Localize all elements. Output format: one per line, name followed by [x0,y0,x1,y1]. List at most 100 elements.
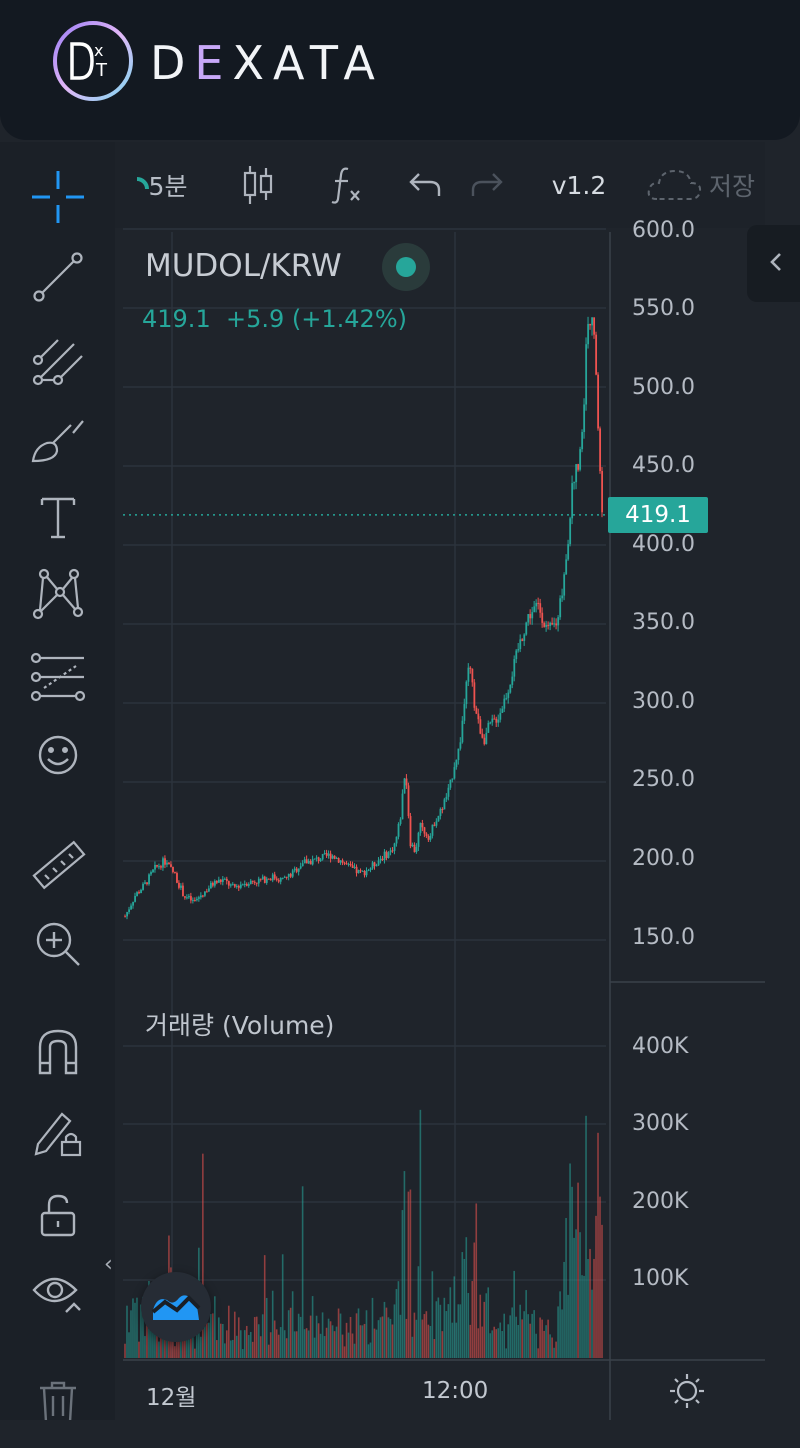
volume-bar [212,1313,214,1358]
volume-bar [303,1329,306,1358]
save-button[interactable]: 저장 [645,142,765,228]
volume-bar [311,1296,314,1358]
emoji-tool[interactable] [22,725,94,785]
candle-body [124,916,126,918]
volume-axis-label: 200K [632,1189,689,1214]
volume-bar [469,1324,472,1358]
visibility-tool[interactable] [22,1264,94,1324]
candle-body [293,868,296,871]
candle-body [473,682,476,708]
zoom-in-tool[interactable] [22,914,94,974]
candle-body [567,544,570,560]
volume-bar [305,1328,308,1358]
candle-body [251,880,254,882]
candle-body [381,858,384,860]
volume-bar [259,1336,262,1358]
volume-bar [579,1232,581,1358]
candle-body [601,471,604,513]
candle-body [421,822,424,828]
candle-body [431,824,434,836]
volume-bar [581,1275,583,1358]
candle-body [283,876,286,878]
candle-body [208,888,210,892]
candle-body [581,432,584,450]
interval-selector[interactable]: 5분 [115,142,205,228]
candle-body [241,884,244,886]
magnet-tool[interactable] [22,1022,94,1082]
chart-settings-button[interactable] [668,1372,706,1414]
volume-bar [349,1316,352,1358]
volume-bar [577,1182,579,1358]
time-axis-label: 12:00 [422,1378,489,1404]
volume-bar [477,1328,480,1358]
volume-bar [411,1336,414,1358]
volume-bar [317,1323,320,1358]
candle-body [182,885,184,897]
pitchfork-tool[interactable] [22,330,94,390]
pattern-tool[interactable] [22,564,94,624]
candle-body [493,718,496,720]
volume-bar [503,1313,506,1358]
chart-type-button[interactable] [230,142,286,228]
undo-button[interactable] [400,142,450,228]
candle-body [237,885,240,888]
lock-drawing-tool[interactable] [22,1102,94,1162]
candle-body [172,866,174,873]
volume-bar [343,1346,346,1358]
volume-bar [419,1109,422,1358]
candle-body [519,639,522,650]
candle-body [531,612,534,619]
candle-body [451,778,454,780]
candle-body [559,598,562,618]
right-panel-toggle[interactable] [747,225,800,302]
chart-style-fab[interactable] [141,1272,211,1342]
volume-bar [389,1318,392,1358]
crosshair-tool[interactable] [22,167,94,227]
candle-body [136,892,138,896]
price-axis-label: 300.0 [632,689,695,714]
volume-bar [329,1321,332,1358]
unlock-tool[interactable] [22,1185,94,1245]
volume-bar [595,1215,597,1358]
volume-bar [425,1311,428,1358]
candle-body [204,891,206,896]
live-status-dot [382,243,430,291]
fib-tool[interactable] [22,647,94,707]
volume-bar [261,1314,264,1358]
candle-body [471,668,474,683]
candle-body [273,874,276,879]
volume-bar [249,1331,252,1358]
brush-tool[interactable] [22,412,94,472]
candle-body [389,850,392,853]
candle-body [447,787,450,797]
sidebar-collapse-icon[interactable]: ‹ [104,1252,113,1277]
candle-body [146,882,148,885]
volume-bar [575,1229,577,1358]
candle-body [337,857,340,863]
volume-bar [495,1329,498,1358]
candle-body [164,858,166,865]
candle-body [223,878,226,880]
volume-bar [505,1348,508,1358]
volume-bar [247,1335,250,1358]
trend-line-tool[interactable] [22,247,94,307]
indicators-button[interactable] [318,142,374,228]
candle-body [589,323,592,326]
candle-body [391,850,394,852]
volume-bar [391,1324,394,1358]
volume-bar [507,1324,509,1358]
candle-body [443,799,446,810]
candle-body [477,713,480,720]
ruler-tool[interactable] [22,836,94,896]
volume-bar [204,1319,206,1358]
brand-name: DEXATA [150,36,384,90]
redo-button[interactable] [462,142,512,228]
candle-body [188,896,190,898]
candle-body [365,870,368,876]
volume-bar [393,1304,396,1358]
text-tool[interactable] [22,487,94,547]
volume-bar [132,1298,134,1358]
settings-sun-icon [670,1374,704,1408]
volume-bar [138,1341,140,1358]
